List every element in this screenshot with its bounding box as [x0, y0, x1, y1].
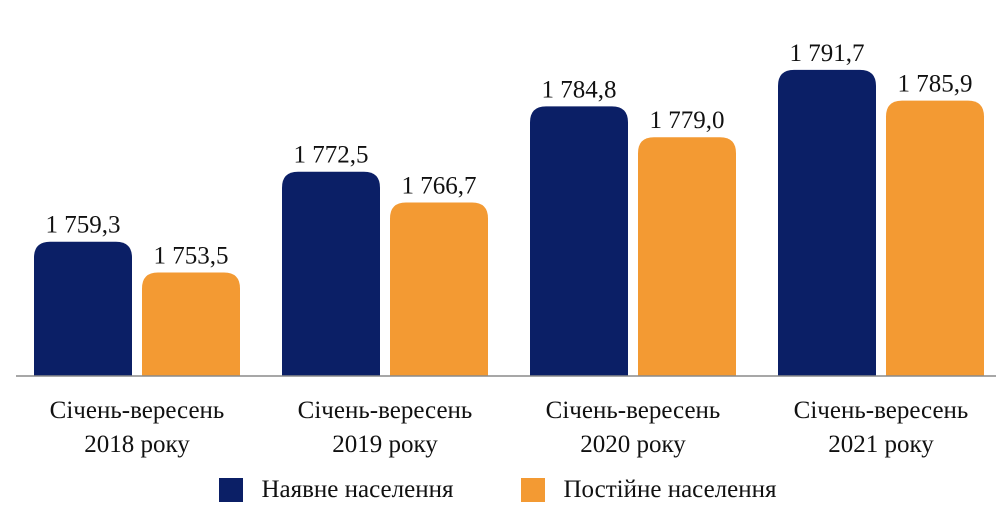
x-tick-label-0: Січень-вересень 2018 року	[50, 397, 225, 458]
bar-resident-3	[886, 100, 984, 377]
data-label-present-0: 1 759,3	[46, 212, 121, 239]
bar-present-2	[530, 106, 628, 377]
legend-label-present: Наявне населення	[261, 476, 454, 503]
data-label-resident-0: 1 753,5	[154, 243, 229, 270]
legend-swatch-present	[219, 478, 244, 502]
legend: Наявне населення Постійне населення	[0, 475, 996, 505]
bar-resident-0	[142, 272, 240, 376]
bar-present-3	[778, 69, 876, 376]
bar-present-0	[34, 241, 132, 376]
data-label-resident-2: 1 779,0	[650, 107, 725, 134]
legend-item-resident-population: Постійне населення	[521, 476, 777, 504]
legend-item-present-population: Наявне населення	[219, 476, 453, 504]
data-label-present-1: 1 772,5	[294, 142, 369, 169]
x-tick-label-3: Січень-вересень 2021 року	[794, 397, 969, 458]
bar-resident-2	[638, 137, 736, 376]
x-tick-label-2: Січень-вересень 2020 року	[546, 397, 721, 458]
bar-present-1	[282, 171, 380, 376]
data-label-present-2: 1 784,8	[542, 76, 617, 103]
x-tick-label-1: Січень-вересень 2019 року	[298, 397, 473, 458]
data-label-resident-1: 1 766,7	[402, 172, 477, 199]
legend-label-resident: Постійне населення	[563, 476, 777, 503]
legend-swatch-resident	[521, 478, 546, 502]
bar-resident-1	[390, 202, 488, 376]
data-label-resident-3: 1 785,9	[898, 71, 973, 98]
data-label-present-3: 1 791,7	[790, 40, 865, 67]
